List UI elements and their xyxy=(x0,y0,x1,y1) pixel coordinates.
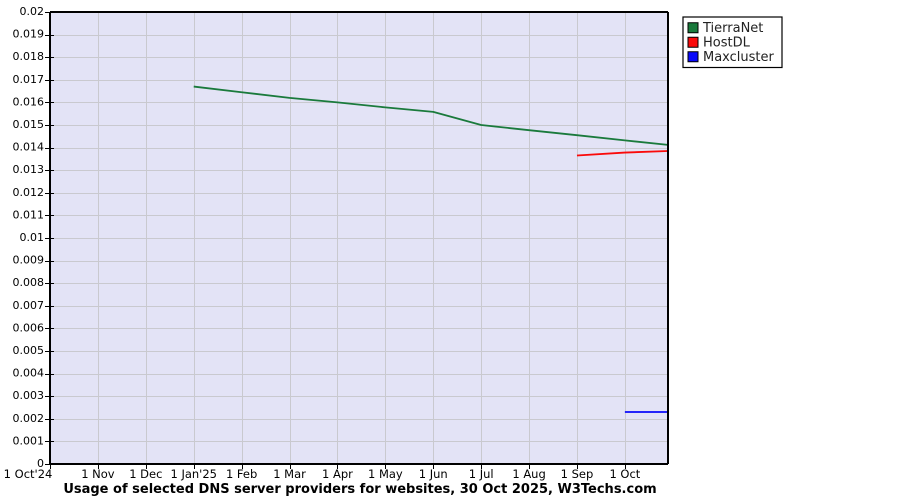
legend-swatch-maxcluster xyxy=(687,51,699,63)
y-axis-tick-label: 0.015 xyxy=(13,118,45,131)
y-axis-tick-label: 0.005 xyxy=(13,344,45,357)
x-axis-tick-label: 1 Jul xyxy=(469,467,494,481)
legend-label-hostdl: HostDL xyxy=(703,35,751,50)
vertical-gridlines xyxy=(98,12,626,464)
data-series-group xyxy=(193,85,669,413)
y-axis-tick-label: 0.02 xyxy=(20,5,45,18)
y-axis-ticks: 0 0.001 0.002 0.003 0.004 0.005 0.006 0.007 0.00… xyxy=(13,5,54,470)
x-axis-tick-label: 1 Mar xyxy=(273,467,306,481)
x-axis-tick-label: 1 Jan'25 xyxy=(170,467,217,481)
legend-border xyxy=(682,16,783,69)
x-axis-tick-label: 1 May xyxy=(368,467,403,481)
x-axis-tick-label: 1 Feb xyxy=(226,467,257,481)
x-axis-tick-label: 1 Apr xyxy=(322,467,353,481)
y-axis-tick-label: 0.008 xyxy=(13,276,45,289)
series-line-tierranet xyxy=(193,85,669,146)
y-axis-tick-label: 0.011 xyxy=(13,208,45,221)
y-axis-tick-label: 0.003 xyxy=(13,389,45,402)
y-axis-tick-label: 0.013 xyxy=(13,163,45,176)
y-axis-tick-label: 0.007 xyxy=(13,299,45,312)
y-axis-tick-label: 0 xyxy=(37,457,44,470)
y-axis-tick-label: 0.019 xyxy=(13,28,45,41)
series-line-hostdl xyxy=(576,150,669,157)
x-axis-tick-label: 1 Sep xyxy=(561,467,594,481)
y-axis-tick-label: 0.009 xyxy=(13,254,45,267)
legend-swatch-tierranet xyxy=(687,22,699,34)
y-axis-tick-label: 0.012 xyxy=(13,186,45,199)
x-axis-tick-label: 1 Jun xyxy=(419,467,448,481)
chart-caption: Usage of selected DNS server providers f… xyxy=(63,482,656,497)
y-axis-tick-label: 0.01 xyxy=(20,231,45,244)
y-axis-tick-label: 0.001 xyxy=(13,434,45,447)
x-axis-tick-label: 1 Oct xyxy=(609,467,640,481)
y-axis-tick-label: 0.014 xyxy=(13,141,45,154)
y-axis-tick-label: 0.018 xyxy=(13,50,45,63)
y-axis-tick-label: 0.006 xyxy=(13,321,45,334)
legend-label-maxcluster: Maxcluster xyxy=(703,50,775,65)
x-axis-tick-label: 1 Dec xyxy=(129,467,162,481)
x-axis-tick-label: 1 Oct'24 xyxy=(4,467,53,481)
x-axis-tick-label: 1 Nov xyxy=(81,467,115,481)
y-axis-tick-label: 0.002 xyxy=(13,412,45,425)
legend-swatch-hostdl xyxy=(687,36,699,48)
horizontal-gridlines xyxy=(50,35,668,442)
legend-label-tierranet: TierraNet xyxy=(702,21,763,36)
y-axis-tick-label: 0.016 xyxy=(13,95,45,108)
y-axis-tick-label: 0.004 xyxy=(13,367,45,380)
x-axis-tick-label: 1 Aug xyxy=(512,467,545,481)
x-axis-ticks: 1 Oct'24 1 Nov 1 Dec 1 Jan'25 1 Feb 1 Mar 1 Ap… xyxy=(4,464,641,481)
y-axis-tick-label: 0.017 xyxy=(13,73,45,86)
